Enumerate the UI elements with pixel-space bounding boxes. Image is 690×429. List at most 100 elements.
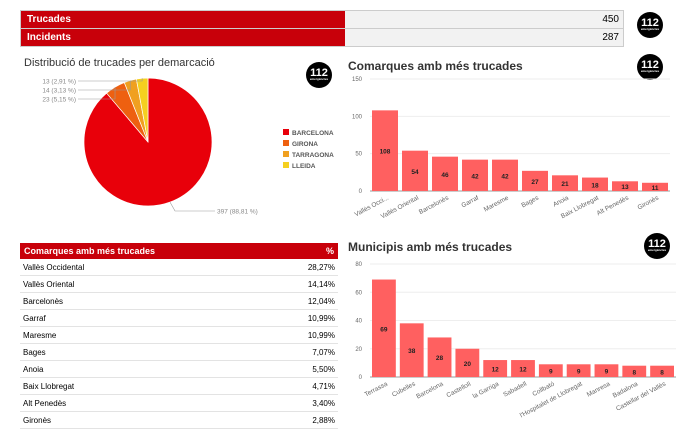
- row-comarca: Garraf: [20, 309, 277, 327]
- bar: [511, 360, 535, 377]
- row-comarca: Bages: [20, 343, 277, 361]
- y-tick-label: 100: [352, 114, 363, 120]
- x-tick-label: Maresme: [483, 194, 511, 213]
- row-comarca: Baix Llobregat: [20, 377, 277, 395]
- bar: [372, 279, 396, 377]
- y-tick-label: 50: [355, 152, 362, 158]
- row-comarca: Maresme: [20, 326, 277, 344]
- row-comarca: Vallès Occidental: [20, 259, 277, 276]
- x-tick-label: Terrassa: [364, 380, 390, 398]
- row-percent: 7,07%: [276, 343, 338, 361]
- y-tick-label: 0: [359, 189, 363, 195]
- bar-value-label: 13: [621, 184, 629, 191]
- y-tick-label: 0: [359, 375, 363, 381]
- bar: [483, 360, 508, 377]
- bar: [642, 182, 668, 191]
- pie-leader-line: [169, 201, 215, 212]
- bar-value-label: 12: [492, 367, 500, 374]
- x-tick-label: Sabadell: [502, 380, 528, 398]
- bar: [582, 177, 608, 191]
- bar-value-label: 9: [549, 369, 553, 376]
- bar-value-label: 8: [632, 369, 636, 376]
- pie-data-label: 14 (3,13 %): [42, 88, 76, 95]
- table-row: Baix Llobregat 4,71%: [20, 377, 338, 395]
- comarques-table: Comarques amb més trucades% Vallès Occid…: [20, 243, 338, 429]
- legend-label: GIRONA: [292, 141, 318, 148]
- logo-112: 112 emergències: [644, 233, 670, 259]
- bar-value-label: 20: [464, 361, 472, 368]
- row-comarca: Vallès Oriental: [20, 275, 277, 293]
- bar-value-label: 38: [408, 348, 416, 355]
- y-tick-label: 80: [355, 262, 362, 268]
- bar: [522, 170, 548, 191]
- table-row: Vallès Oriental 14,14%: [20, 275, 338, 293]
- bar: [612, 181, 638, 191]
- legend-label: TARRAGONA: [292, 152, 334, 159]
- row-percent: 4,71%: [276, 377, 338, 395]
- bar: [372, 110, 398, 191]
- row-percent: 3,40%: [276, 394, 338, 412]
- bar-value-label: 11: [652, 185, 659, 192]
- legend-label: BARCELONA: [292, 130, 334, 137]
- legend-swatch: [283, 140, 289, 146]
- row-percent: 5,50%: [276, 360, 338, 378]
- row-comarca: Anoia: [20, 360, 277, 378]
- x-tick-label: la Garriga: [472, 380, 501, 400]
- x-tick-label: Cubelles: [391, 380, 417, 398]
- chart2-title: Municipis amb més trucades: [348, 240, 513, 254]
- bar: [622, 365, 647, 377]
- kpi-value: 450: [345, 11, 623, 28]
- pie-chart: 397 (88,81 %) BARCELONA 23 (5,15 %) GIRONA 1…: [42, 77, 334, 216]
- x-tick-label: Barcelona: [415, 380, 444, 400]
- row-percent: 2,88%: [276, 411, 338, 429]
- y-tick-label: 60: [355, 290, 362, 296]
- bar: [538, 364, 563, 377]
- bar-value-label: 46: [441, 172, 449, 179]
- bar-value-label: 54: [411, 169, 419, 176]
- table-row: Gironès 2,88%: [20, 411, 338, 429]
- row-percent: 10,99%: [276, 309, 338, 327]
- row-comarca: Gironès: [20, 411, 277, 429]
- bar: [552, 175, 578, 191]
- bar-value-label: 69: [380, 326, 388, 333]
- legend-swatch: [283, 129, 289, 135]
- chart1-title: Comarques amb més trucades: [348, 59, 523, 73]
- bar-value-label: 42: [471, 173, 479, 180]
- row-percent: 12,04%: [276, 292, 338, 310]
- bar: [432, 156, 458, 191]
- kpi-value: 287: [345, 29, 623, 46]
- bar-value-label: 9: [605, 369, 609, 376]
- x-tick-label: Barcelonès: [418, 194, 451, 216]
- legend-swatch: [283, 151, 289, 157]
- bar: [492, 159, 518, 191]
- table-header: %: [276, 243, 338, 259]
- legend-swatch: [283, 162, 289, 168]
- row-comarca: Barcelonès: [20, 292, 277, 310]
- row-percent: 10,99%: [276, 326, 338, 344]
- bar-value-label: 8: [660, 369, 664, 376]
- bar-value-label: 42: [501, 173, 509, 180]
- kpi-incidents: Incidents 287: [20, 28, 624, 47]
- bar: [402, 150, 428, 191]
- table-row: Alt Penedès 3,40%: [20, 394, 338, 412]
- x-tick-label: Bages: [520, 194, 540, 209]
- bar: [455, 348, 480, 377]
- bar: [462, 159, 488, 191]
- bar-value-label: 28: [436, 355, 444, 362]
- pie-title: Distribució de trucades per demarcació: [24, 57, 215, 69]
- bar: [399, 323, 424, 377]
- row-percent: 28,27%: [276, 259, 338, 276]
- x-tick-label: Castellolí: [445, 380, 472, 399]
- table-header: Comarques amb més trucades: [20, 243, 277, 259]
- logo-112: 112 emergències: [306, 62, 332, 88]
- x-tick-label: Anoia: [552, 194, 570, 208]
- bar-value-label: 21: [561, 181, 569, 188]
- table-row: Garraf 10,99%: [20, 309, 338, 327]
- x-tick-label: Gironès: [637, 194, 661, 211]
- bar-chart-municipis: 0 20 40 60 80 69 Terrassa 38 Cubelles 28 Barcelona…: [355, 262, 676, 419]
- bar-value-label: 9: [577, 369, 581, 376]
- bar: [427, 337, 452, 377]
- pie-data-label: 13 (2,91 %): [42, 79, 76, 86]
- bar: [650, 365, 674, 377]
